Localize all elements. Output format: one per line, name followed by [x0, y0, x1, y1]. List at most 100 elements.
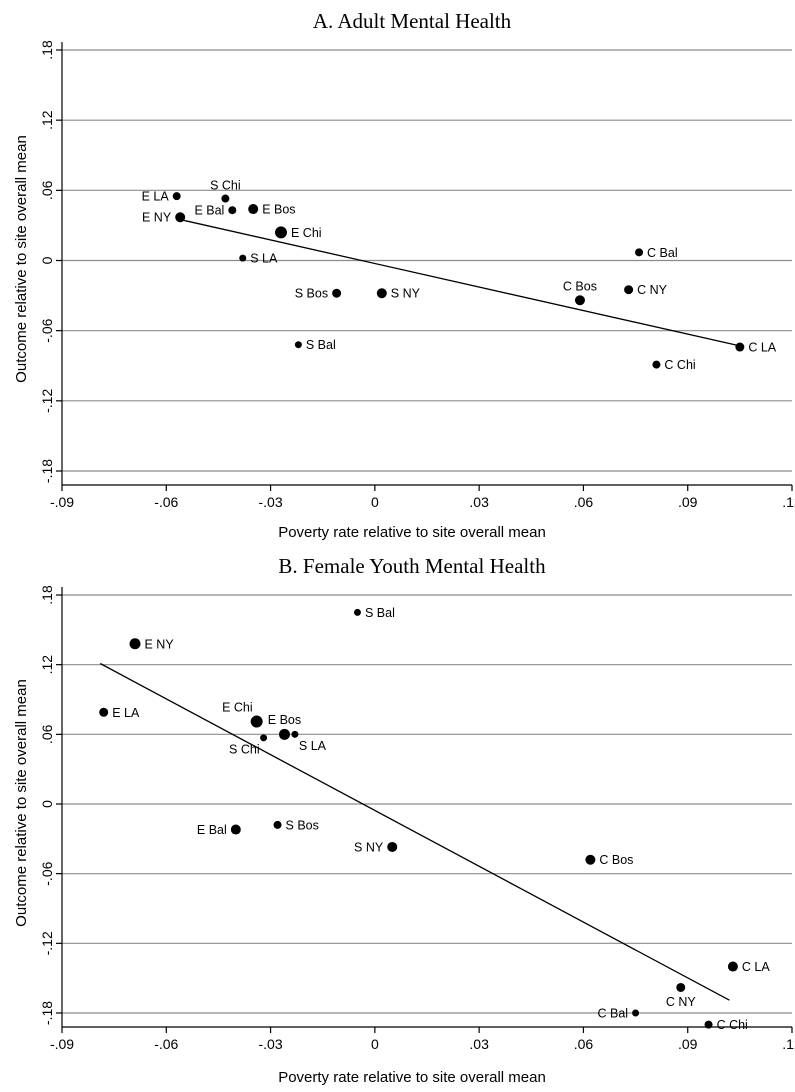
point-e-bos	[248, 204, 259, 215]
panel-a-fit-line	[180, 218, 741, 347]
point-c-bos	[574, 295, 585, 306]
point-label-c-bal: C Bal	[647, 246, 678, 260]
point-label-c-chi: C Chi	[717, 1018, 748, 1032]
y-tick-label: -.12	[39, 389, 55, 413]
point-c-la	[735, 342, 745, 352]
point-e-chi	[275, 226, 287, 239]
point-c-chi	[704, 1020, 713, 1029]
x-tick-label: .09	[678, 1036, 698, 1052]
point-label-c-bos: C Bos	[599, 853, 633, 867]
point-label-e-ny: E NY	[142, 211, 172, 225]
fitted-regression-line	[180, 218, 741, 347]
point-s-ny	[387, 841, 398, 852]
panel-b-xlabel: Poverty rate relative to site overall me…	[278, 1069, 546, 1086]
point-e-ny	[175, 212, 186, 223]
x-tick-label: .03	[469, 1036, 489, 1052]
point-label-e-ny: E NY	[145, 637, 175, 651]
point-s-ny	[376, 288, 387, 299]
y-tick-label: .12	[39, 655, 55, 675]
point-e-bal	[228, 206, 237, 215]
panel-b-axes: -.18 -.12 -.06 0 .06 .12 .18 -.09 -.06 -.03 0 .03 .0…	[39, 585, 795, 1052]
point-label-e-la: E LA	[142, 190, 170, 204]
point-label-c-chi: C Chi	[664, 358, 695, 372]
panel-a-xlabel: Poverty rate relative to site overall me…	[278, 524, 546, 541]
x-tick-label: -.09	[50, 1036, 74, 1052]
x-tick-label: 0	[371, 494, 379, 510]
point-label-e-la: E LA	[112, 706, 140, 720]
point-label-s-ny: S NY	[391, 287, 421, 301]
panel-b-ylabel: Outcome relative to site overall mean	[13, 679, 30, 927]
point-label-c-la: C LA	[742, 960, 770, 974]
y-tick-label: -.12	[39, 931, 55, 955]
panel-b-female-youth-mental-health: B. Female Youth Mental Health Outcome re…	[13, 554, 795, 1086]
point-s-chi	[221, 194, 230, 203]
x-tick-label: .03	[469, 494, 489, 510]
point-s-bos	[273, 820, 282, 829]
point-label-s-chi: S Chi	[229, 742, 260, 756]
panel-a-gridlines	[62, 49, 792, 472]
panel-a-points: E LA S Chi E Bal E NY E Bos E Chi S LA S Bos S N…	[142, 179, 777, 373]
panel-b-title: B. Female Youth Mental Health	[278, 554, 546, 578]
point-label-e-chi: E Chi	[222, 701, 253, 715]
point-label-e-bal: E Bal	[194, 204, 224, 218]
point-label-c-ny: C NY	[637, 283, 668, 297]
point-c-ny	[624, 285, 634, 295]
panel-a-adult-mental-health: A. Adult Mental Health Outcome relative …	[13, 9, 795, 541]
point-c-chi	[652, 360, 661, 369]
x-tick-label: .06	[574, 494, 594, 510]
point-s-chi	[260, 734, 268, 742]
point-label-s-la: S LA	[299, 739, 327, 753]
y-tick-label: -.06	[39, 861, 55, 885]
point-s-bal	[294, 341, 302, 349]
point-e-la	[99, 707, 109, 717]
point-s-bal	[353, 608, 361, 616]
point-c-bal	[635, 248, 644, 257]
point-label-s-bos: S Bos	[295, 287, 328, 301]
point-label-s-chi: S Chi	[210, 179, 241, 193]
x-tick-label: -.09	[50, 494, 74, 510]
point-e-la	[172, 192, 181, 201]
point-label-c-bal: C Bal	[597, 1007, 628, 1021]
panel-a-ylabel: Outcome relative to site overall mean	[13, 135, 30, 383]
point-s-bos	[332, 288, 342, 298]
x-tick-label: .12	[782, 494, 795, 510]
panel-b-fit-line	[99, 662, 730, 1001]
y-tick-label: 0	[39, 256, 55, 264]
panel-a-axes: -.18 -.12 -.06 0 .06 .12 .18 -.09 -.06 -.03 0 .03 .0…	[39, 40, 795, 510]
y-tick-label: .06	[39, 180, 55, 200]
point-c-bal	[632, 1009, 640, 1017]
point-label-c-ny: C NY	[666, 995, 697, 1009]
point-label-c-la: C LA	[748, 341, 776, 355]
y-tick-label: .12	[39, 110, 55, 130]
x-tick-label: .12	[782, 1036, 795, 1052]
point-label-s-la: S LA	[250, 252, 278, 266]
panel-b-gridlines	[62, 594, 792, 1014]
point-label-s-bal: S Bal	[365, 606, 395, 620]
point-c-ny	[676, 982, 686, 992]
point-label-s-bal: S Bal	[306, 338, 336, 352]
point-label-e-bal: E Bal	[197, 823, 227, 837]
x-tick-label: -.06	[154, 494, 178, 510]
point-label-c-bos: C Bos	[563, 279, 597, 293]
point-label-s-bos: S Bos	[286, 818, 319, 832]
point-e-ny	[129, 638, 141, 650]
panel-b-points: S Bal E NY E LA E Chi E Bos S LA S Chi E Bal S B…	[99, 606, 770, 1032]
point-c-bos	[585, 854, 596, 865]
fitted-regression-line	[99, 662, 730, 1001]
point-label-e-chi: E Chi	[291, 226, 322, 240]
point-e-bos	[278, 728, 290, 740]
point-e-chi	[250, 715, 263, 728]
point-label-e-bos: E Bos	[262, 203, 295, 217]
y-tick-label: .18	[39, 585, 55, 605]
x-tick-label: 0	[371, 1036, 379, 1052]
y-tick-label: -.18	[39, 459, 55, 483]
x-tick-label: -.06	[154, 1036, 178, 1052]
y-tick-label: .06	[39, 724, 55, 744]
y-tick-label: -.06	[39, 318, 55, 342]
point-s-la	[291, 730, 299, 738]
point-s-la	[239, 254, 247, 262]
point-label-e-bos: E Bos	[268, 713, 301, 727]
y-tick-label: .18	[39, 40, 55, 60]
x-tick-label: -.03	[259, 494, 283, 510]
